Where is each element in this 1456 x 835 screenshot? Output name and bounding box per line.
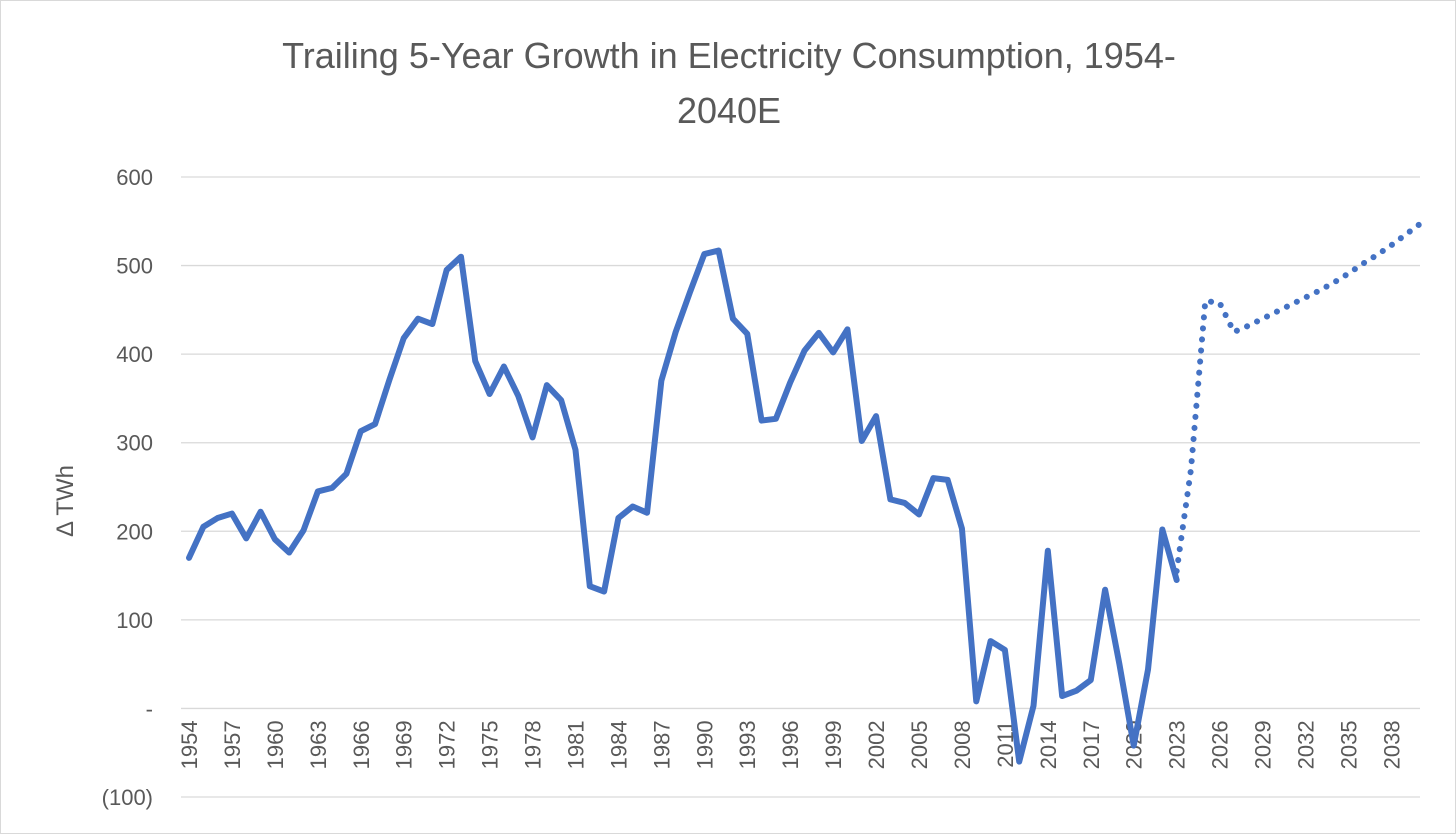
y-tick-label: 100	[116, 608, 153, 633]
x-tick-label: 1963	[306, 720, 331, 769]
x-tick-label: 1954	[177, 720, 202, 769]
y-tick-label: 300	[116, 431, 153, 456]
x-tick-label: 2014	[1036, 720, 1061, 769]
x-tick-label: 1960	[263, 720, 288, 769]
x-tick-label: 1993	[735, 720, 760, 769]
gridlines	[181, 176, 1420, 798]
y-tick-label: 600	[116, 165, 153, 190]
x-tick-label: 2026	[1208, 720, 1233, 769]
chart-title-line-1: Trailing 5-Year Growth in Electricity Co…	[282, 35, 1176, 76]
historical-series-line	[186, 247, 1180, 765]
x-tick-label: 2032	[1293, 720, 1318, 769]
chart-title-line-2: 2040E	[677, 90, 781, 131]
x-tick-label: 2002	[864, 720, 889, 769]
y-tick-labels: (100) - 100 200 300 400 500 600	[102, 165, 153, 810]
x-tick-label: 2029	[1251, 720, 1276, 769]
y-tick-label: 200	[116, 519, 153, 544]
x-tick-label: 2005	[907, 720, 932, 769]
x-tick-label: 1987	[649, 720, 674, 769]
projection-series-line	[1173, 220, 1423, 575]
x-tick-label: 1975	[478, 720, 503, 769]
x-tick-label: 2008	[950, 720, 975, 769]
x-tick-labels: 1954 1957 1960 1963 1966 1969 1972 1975 1978 1981…	[177, 720, 1404, 769]
y-tick-label: 400	[116, 342, 153, 367]
y-tick-label: (100)	[102, 785, 153, 810]
x-tick-label: 1981	[563, 720, 588, 769]
x-tick-label: 2035	[1336, 720, 1361, 769]
x-tick-label: 1966	[349, 720, 374, 769]
x-tick-label: 1990	[692, 720, 717, 769]
y-axis-title: Δ TWh	[52, 465, 79, 537]
x-tick-label: 2023	[1165, 720, 1190, 769]
x-tick-label: 1984	[606, 720, 631, 769]
y-tick-label: -	[146, 696, 153, 721]
series-lines	[186, 220, 1423, 765]
x-tick-label: 1969	[392, 720, 417, 769]
x-tick-label: 1978	[521, 720, 546, 769]
x-tick-label: 1999	[821, 720, 846, 769]
y-tick-label: 500	[116, 254, 153, 279]
x-tick-label: 2038	[1379, 720, 1404, 769]
x-tick-label: 1957	[220, 720, 245, 769]
x-tick-label: 1972	[435, 720, 460, 769]
x-tick-label: 1996	[778, 720, 803, 769]
x-tick-label: 2017	[1079, 720, 1104, 769]
